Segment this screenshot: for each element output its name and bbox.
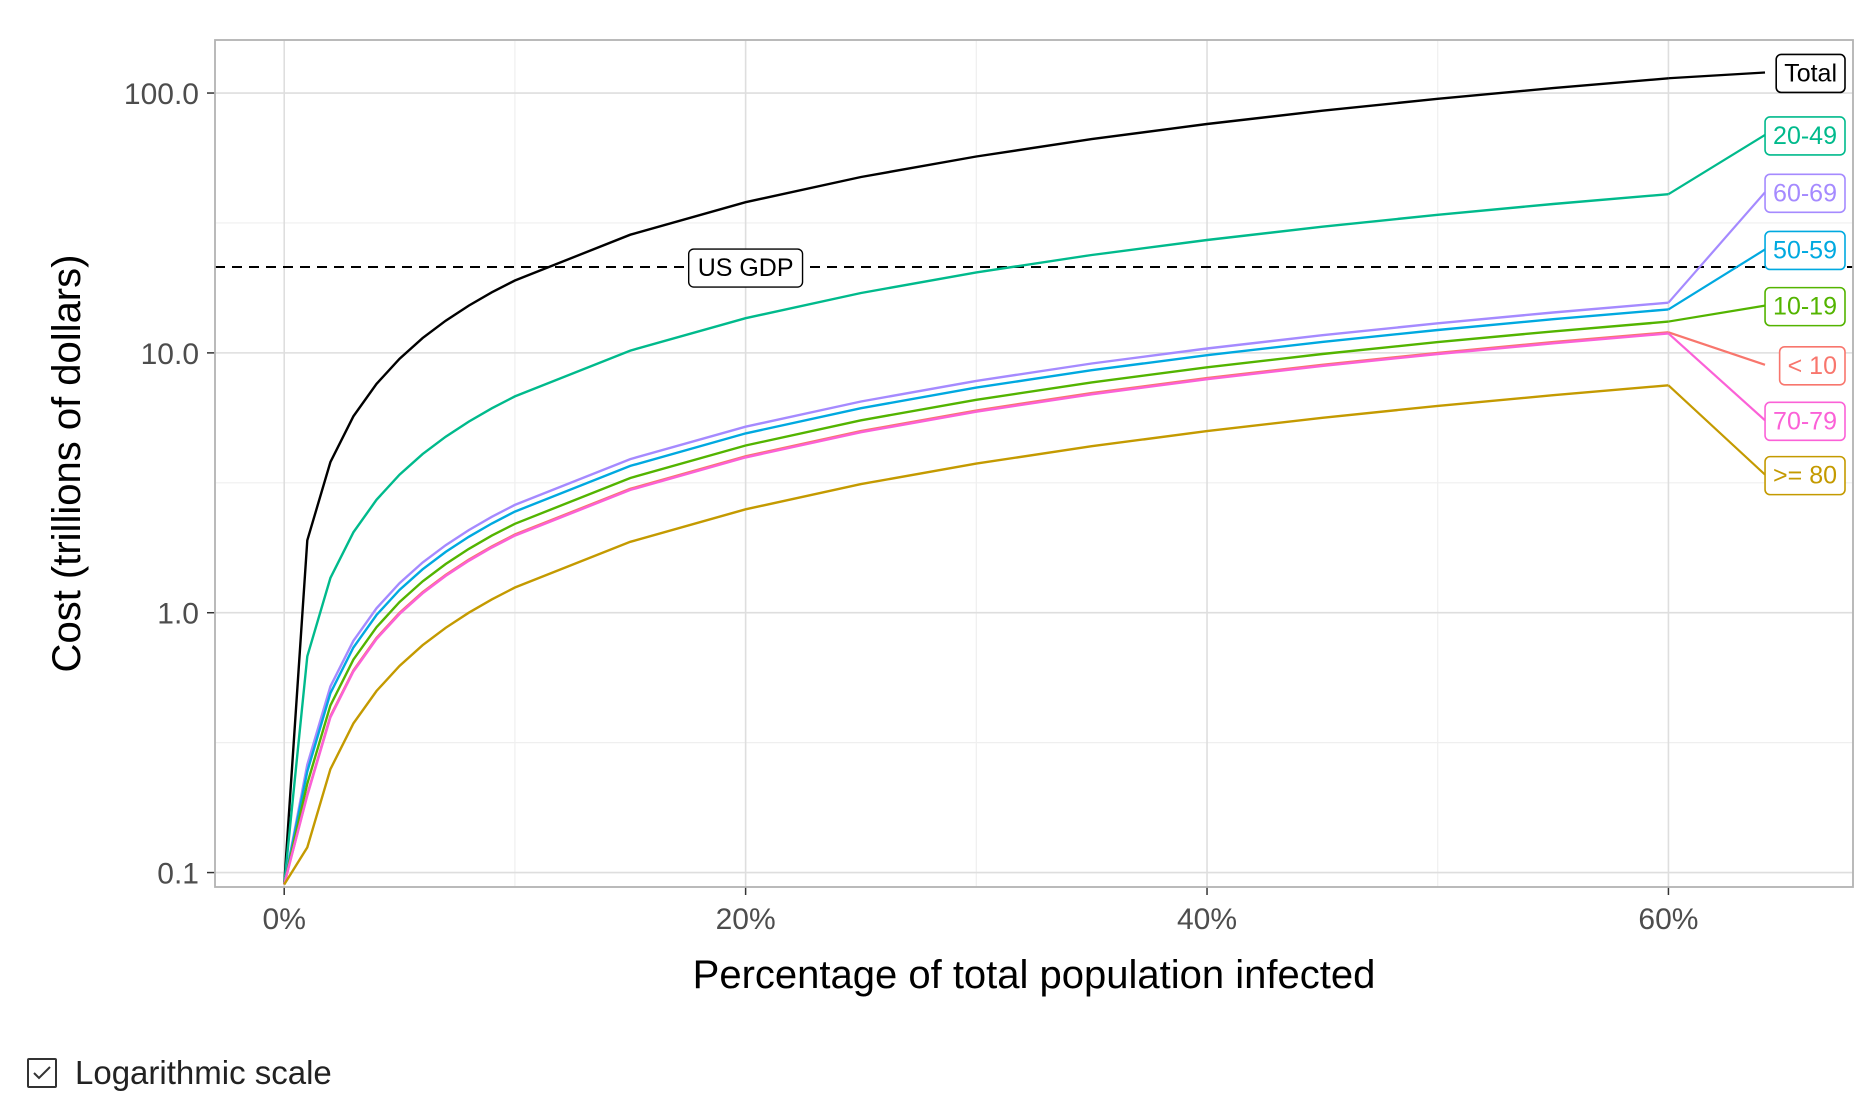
series-label-box <box>1764 116 1846 156</box>
series-label: >= 80 <box>1773 462 1837 490</box>
y-tick-label: 1.0 <box>157 598 199 631</box>
series-label-connector <box>1667 332 1766 422</box>
series-label-box <box>1764 230 1846 271</box>
series-label-connector <box>1668 304 1766 323</box>
x-tick-label: 40% <box>1177 903 1237 936</box>
y-tick-label: 0.1 <box>157 858 199 891</box>
chart-container: 0% 20% 40% 60% 0.1 1.0 10.0 100.0 Total 20-49 60-6… <box>45 39 1854 997</box>
log-scale-checkbox[interactable] <box>27 1058 57 1088</box>
series-label-connector <box>1667 133 1766 196</box>
log-scale-toggle[interactable]: Logarithmic scale <box>27 1054 332 1091</box>
series-label: 10-19 <box>1773 293 1837 321</box>
series-line <box>283 77 1669 885</box>
checkmark-icon <box>33 1066 51 1080</box>
series-label-box <box>1764 173 1846 214</box>
series-label: 50-59 <box>1773 236 1837 264</box>
series-line <box>283 384 1669 886</box>
series-line <box>283 320 1669 885</box>
series-line <box>283 193 1669 885</box>
series-label: 70-79 <box>1773 407 1837 435</box>
series-label-box <box>1764 286 1846 327</box>
series-label-box <box>1764 455 1846 496</box>
series-label: < 10 <box>1788 352 1837 380</box>
y-tick-label: 100.0 <box>124 78 199 111</box>
log-scale-label: Logarithmic scale <box>75 1054 332 1091</box>
y-tick-label: 10.0 <box>141 338 199 371</box>
series-label: Total <box>1784 59 1837 87</box>
us-gdp-label-box <box>687 248 804 288</box>
series-label-box <box>1764 401 1846 442</box>
y-axis-title: Cost (trillions of dollars) <box>45 255 89 673</box>
cost-chart: 0% 20% 40% 60% 0.1 1.0 10.0 100.0 Total 20-49 60-6… <box>45 39 1854 997</box>
series-line <box>283 308 1669 885</box>
us-gdp-label: US GDP <box>698 254 794 282</box>
plot-border <box>214 39 1854 888</box>
x-tick-label: 0% <box>263 903 306 936</box>
x-tick-label: 60% <box>1638 903 1698 936</box>
series-label: 20-49 <box>1773 122 1837 150</box>
series-label-box <box>1778 345 1846 386</box>
series-label-connector <box>1667 384 1766 476</box>
series-label-connector <box>1668 71 1766 80</box>
series-label: 60-69 <box>1773 179 1837 207</box>
series-label-connector <box>1667 191 1766 304</box>
x-axis-title: Percentage of total population infected <box>693 953 1376 997</box>
series-line <box>283 301 1669 885</box>
plot-panel <box>215 40 1853 887</box>
x-tick-label: 20% <box>716 903 776 936</box>
series-label-box <box>1775 53 1846 94</box>
series-label-connector <box>1668 331 1766 366</box>
series-line <box>283 332 1669 885</box>
series-label-connector <box>1667 248 1766 311</box>
